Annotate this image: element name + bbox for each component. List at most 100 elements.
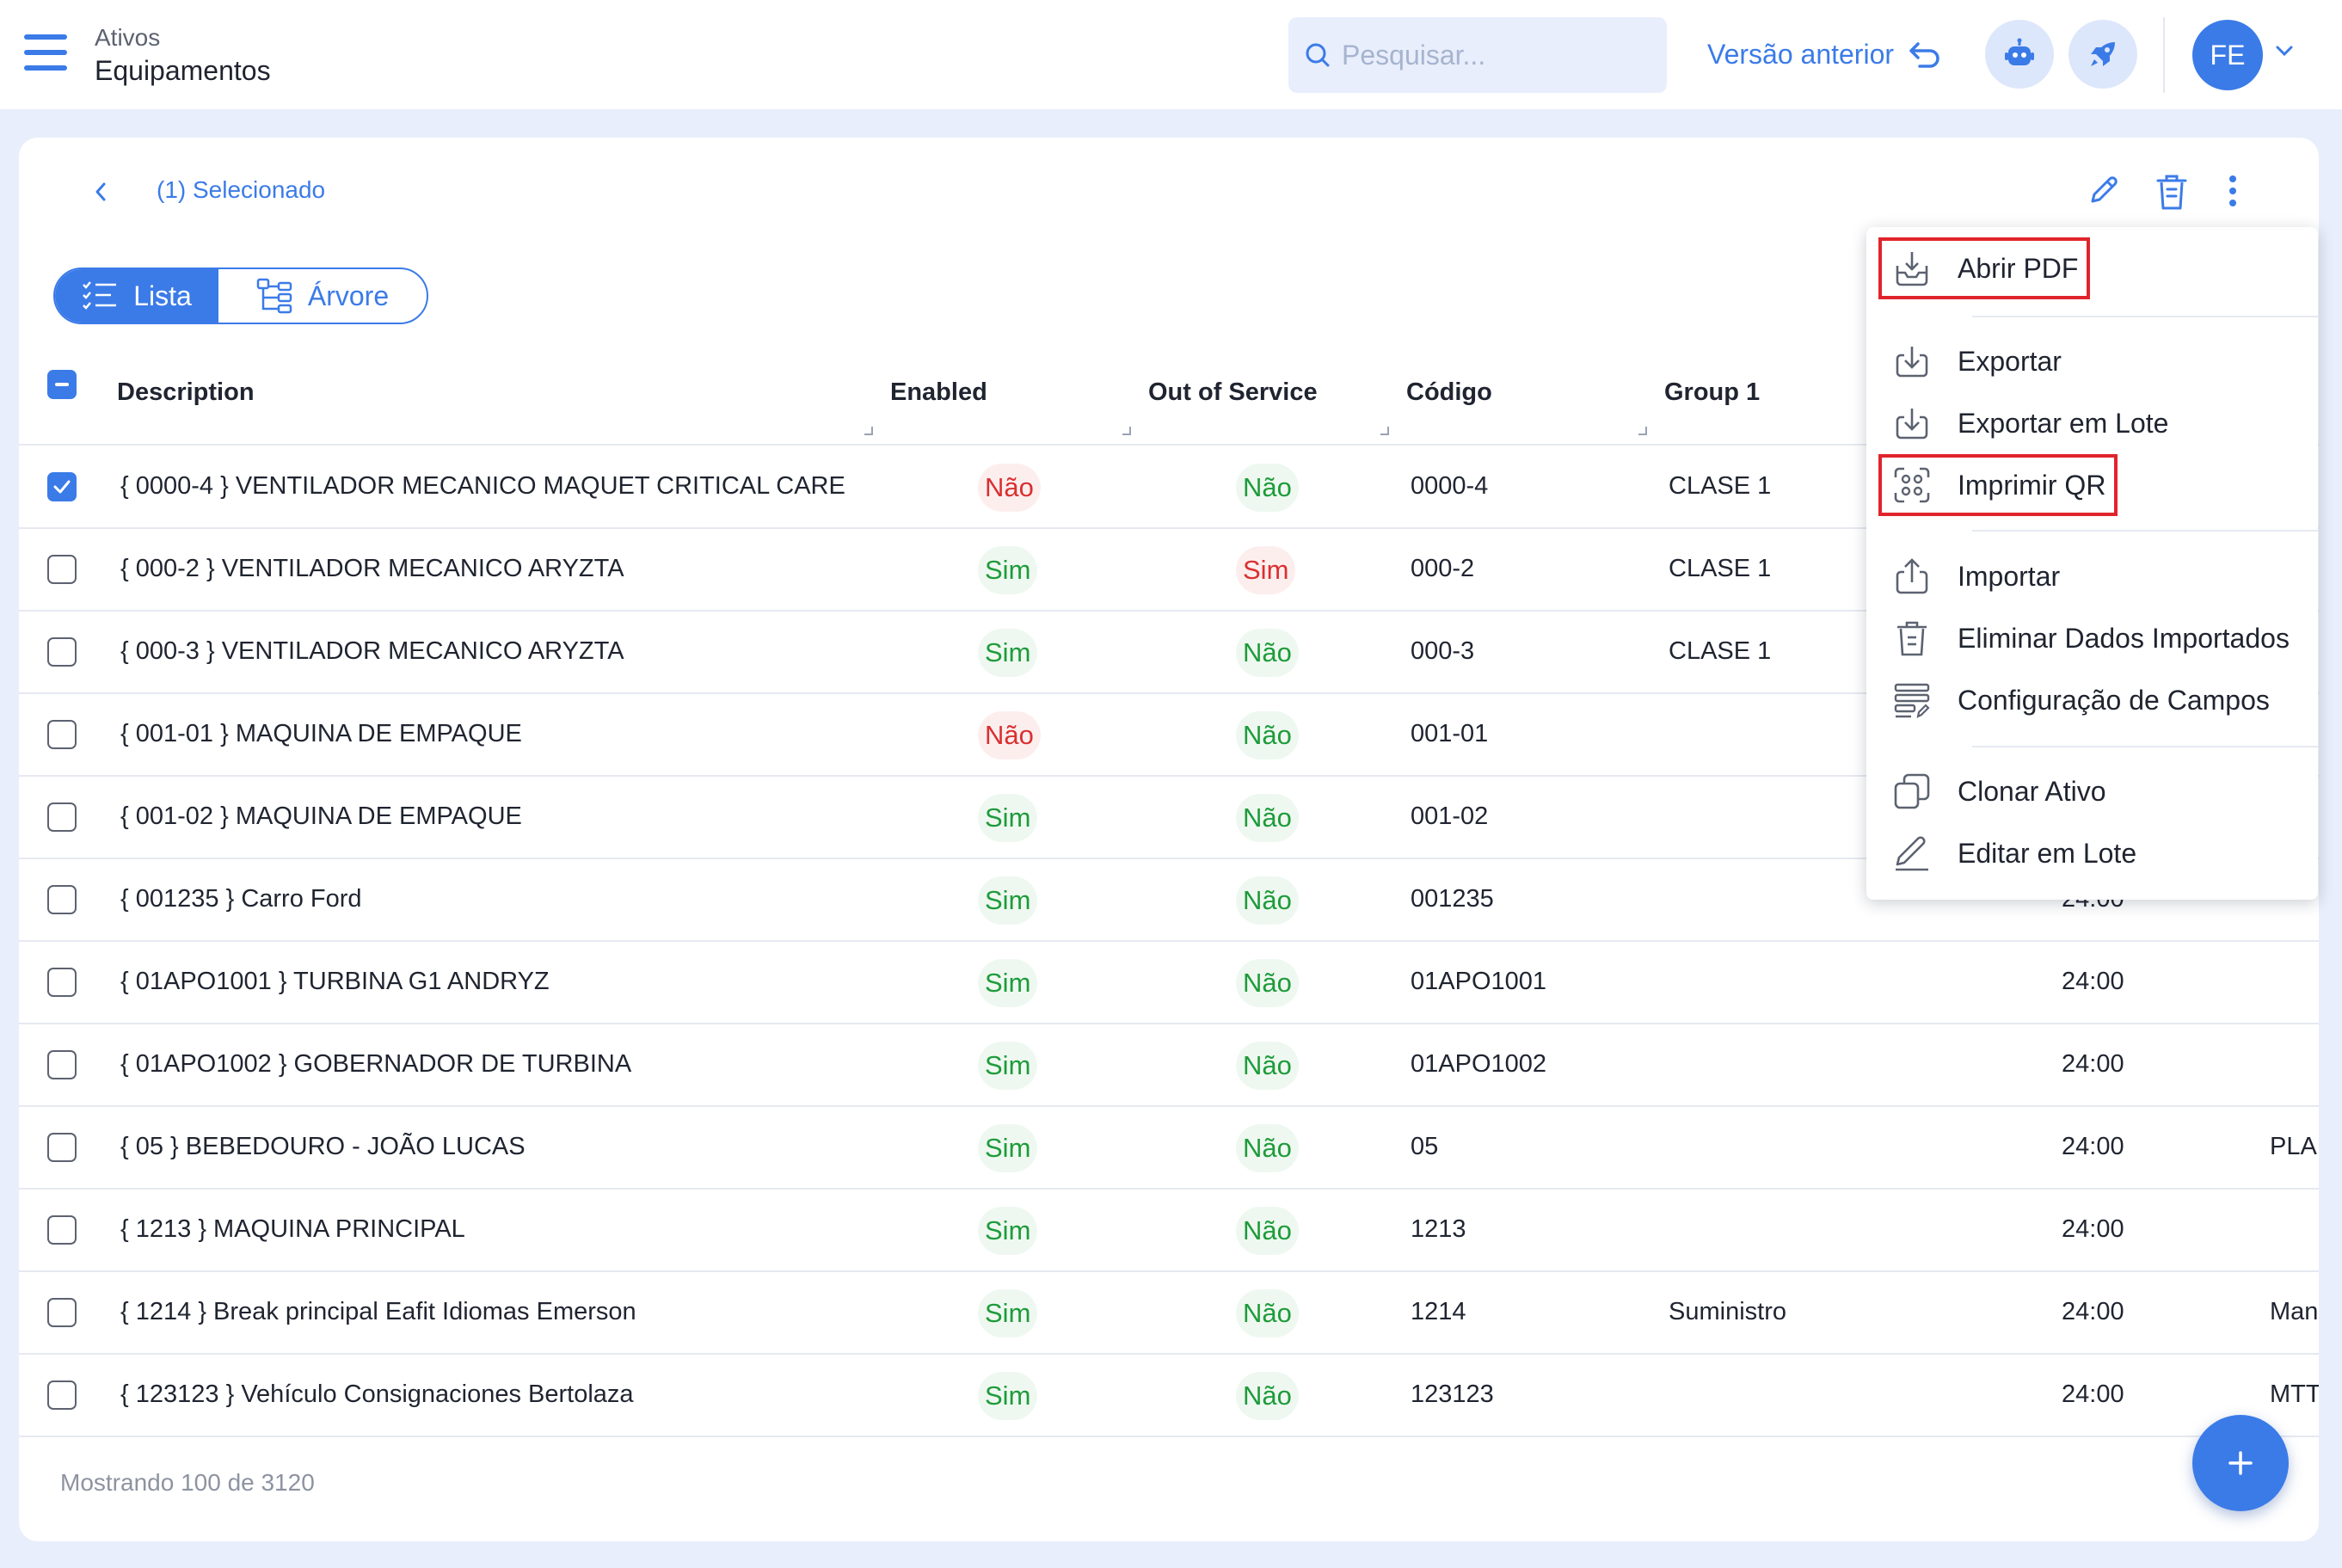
table-row[interactable]: { 1214 } Break principal Eafit Idiomas E… (19, 1272, 2319, 1355)
previous-version-button[interactable]: Versão anterior (1707, 34, 1942, 74)
cell-codigo: 001235 (1411, 885, 1494, 913)
column-header-enabled[interactable]: Enabled (890, 378, 987, 406)
table-row[interactable]: { 000-2 } VENTILADOR MECANICO ARYZTA Sim S… (19, 529, 2319, 612)
breadcrumb-parent[interactable]: Ativos (95, 24, 161, 51)
status-badge-enabled: Não (978, 464, 1041, 512)
menu-item-label: Importar (1958, 560, 2061, 592)
chevron-down-icon[interactable] (2275, 45, 2294, 57)
column-resize-handle[interactable] (1638, 427, 1647, 435)
menu-item-clonar-ativo[interactable]: Clonar Ativo (1892, 766, 2106, 817)
download-icon (1892, 341, 1932, 381)
column-resize-handle[interactable] (1122, 427, 1131, 435)
status-badge-enabled: Não (978, 711, 1041, 759)
row-checkbox[interactable] (47, 555, 77, 584)
table-row[interactable]: { 1213 } MAQUINA PRINCIPAL Sim Não 1213 24:0… (19, 1190, 2319, 1272)
table-row[interactable]: { 05 } BEBEDOURO - JOÃO LUCAS Sim Não 05 24:… (19, 1107, 2319, 1190)
cell-time: 24:00 (2062, 1050, 2124, 1078)
cell-extra: Man (2270, 1298, 2319, 1325)
cell-codigo: 0000-4 (1411, 472, 1489, 500)
select-all-checkbox[interactable] (47, 370, 77, 399)
status-badge-enabled: Sim (978, 1042, 1038, 1090)
previous-version-label: Versão anterior (1707, 38, 1895, 70)
menu-item-abrir-pdf[interactable]: Abrir PDF (1892, 243, 2078, 294)
menu-item-label: Editar em Lote (1958, 837, 2137, 869)
cell-description: { 01APO1001 } TURBINA G1 ANDRYZ (120, 968, 550, 995)
status-badge-out-of-service: Não (1236, 959, 1299, 1007)
column-resize-handle[interactable] (1380, 427, 1389, 435)
status-badge-out-of-service: Não (1236, 1289, 1299, 1337)
cell-time: 24:00 (2062, 1380, 2124, 1408)
cell-group-1: Suministro (1669, 1298, 1786, 1325)
table-row[interactable]: { 001-02 } MAQUINA DE EMPAQUE Sim Não 001-0… (19, 777, 2319, 859)
view-list-option[interactable]: Lista (55, 269, 218, 323)
more-vert-icon[interactable] (2228, 172, 2238, 210)
status-badge-enabled: Sim (978, 1372, 1038, 1420)
status-badge-out-of-service: Não (1236, 794, 1299, 842)
assistant-bot-button[interactable] (1985, 20, 2054, 89)
status-badge-out-of-service: Não (1236, 629, 1299, 677)
menu-item-configuracao-de-campos[interactable]: Configuração de Campos (1892, 674, 2270, 726)
column-header-description[interactable]: Description (117, 378, 255, 406)
table-row[interactable]: { 000-3 } VENTILADOR MECANICO ARYZTA Sim N… (19, 612, 2319, 694)
row-checkbox[interactable] (47, 1380, 77, 1410)
menu-item-exportar-em-lote[interactable]: Exportar em Lote (1892, 397, 2168, 449)
cell-codigo: 1214 (1411, 1298, 1466, 1325)
add-asset-button[interactable] (2192, 1415, 2289, 1511)
cell-extra: MTT (2270, 1380, 2319, 1408)
row-checkbox[interactable] (47, 1050, 77, 1079)
cell-description: { 01APO1002 } GOBERNADOR DE TURBINA (120, 1050, 632, 1078)
clone-icon (1892, 772, 1932, 811)
view-tree-option[interactable]: Árvore (218, 269, 427, 323)
menu-item-editar-em-lote[interactable]: Editar em Lote (1892, 827, 2136, 879)
menu-item-exportar[interactable]: Exportar (1892, 335, 2062, 387)
menu-item-label: Exportar (1958, 345, 2062, 377)
search-icon (1306, 43, 1330, 67)
menu-item-label: Clonar Ativo (1958, 775, 2106, 807)
rocket-icon (2091, 42, 2115, 66)
menu-separator (1972, 530, 2318, 532)
row-checkbox[interactable] (47, 1298, 77, 1327)
search-input[interactable] (1342, 39, 1660, 71)
cell-description: { 001-01 } MAQUINA DE EMPAQUE (120, 720, 522, 747)
column-resize-handle[interactable] (864, 427, 873, 435)
status-badge-out-of-service: Não (1236, 711, 1299, 759)
status-badge-enabled: Sim (978, 794, 1038, 842)
cell-codigo: 123123 (1411, 1380, 1494, 1408)
upload-icon (1892, 556, 1932, 596)
cell-time: 24:00 (2062, 1133, 2124, 1160)
column-header-codigo[interactable]: Código (1406, 378, 1492, 406)
row-checkbox[interactable] (47, 885, 77, 914)
menu-item-importar[interactable]: Importar (1892, 550, 2060, 602)
table-row[interactable]: { 01APO1002 } GOBERNADOR DE TURBINA Sim Nã… (19, 1024, 2319, 1107)
row-checkbox[interactable] (47, 968, 77, 997)
row-checkbox[interactable] (47, 637, 77, 667)
row-checkbox[interactable] (47, 1215, 77, 1245)
table-row[interactable]: { 123123 } Vehículo Consignaciones Berto… (19, 1355, 2319, 1437)
table-row[interactable]: { 0000-4 } VENTILADOR MECANICO MAQUET CR… (19, 446, 2319, 529)
column-header-group-1[interactable]: Group 1 (1664, 378, 1761, 406)
cell-codigo: 000-2 (1411, 555, 1475, 582)
launch-rocket-button[interactable] (2068, 20, 2137, 89)
cell-codigo: 01APO1001 (1411, 968, 1547, 995)
row-checkbox[interactable] (47, 1133, 77, 1162)
menu-hamburger-icon[interactable] (24, 34, 67, 72)
cell-group-1: CLASE 1 (1669, 637, 1772, 665)
menu-item-imprimir-qr[interactable]: Imprimir QR (1892, 459, 2105, 511)
table-row[interactable]: { 01APO1001 } TURBINA G1 ANDRYZ Sim Não 01A… (19, 942, 2319, 1024)
menu-item-eliminar-dados-importados[interactable]: Eliminar Dados Importados (1892, 612, 2290, 664)
edit-icon[interactable] (2086, 172, 2120, 210)
fields-config-icon (1892, 680, 1932, 720)
cell-description: { 05 } BEBEDOURO - JOÃO LUCAS (120, 1133, 526, 1160)
table-row[interactable]: { 001-01 } MAQUINA DE EMPAQUE Não Não 001-0… (19, 694, 2319, 777)
download-icon (1892, 403, 1932, 443)
avatar[interactable]: FE (2192, 20, 2263, 90)
trash-icon[interactable] (2155, 172, 2189, 212)
row-checkbox[interactable] (47, 720, 77, 749)
status-badge-out-of-service: Não (1236, 1372, 1299, 1420)
back-chevron-icon[interactable] (91, 179, 110, 205)
column-header-out-of-service[interactable]: Out of Service (1148, 378, 1318, 406)
search-box[interactable] (1288, 17, 1667, 93)
row-checkbox[interactable] (47, 472, 77, 501)
row-checkbox[interactable] (47, 802, 77, 832)
undo-arrow-icon (1909, 42, 1939, 68)
